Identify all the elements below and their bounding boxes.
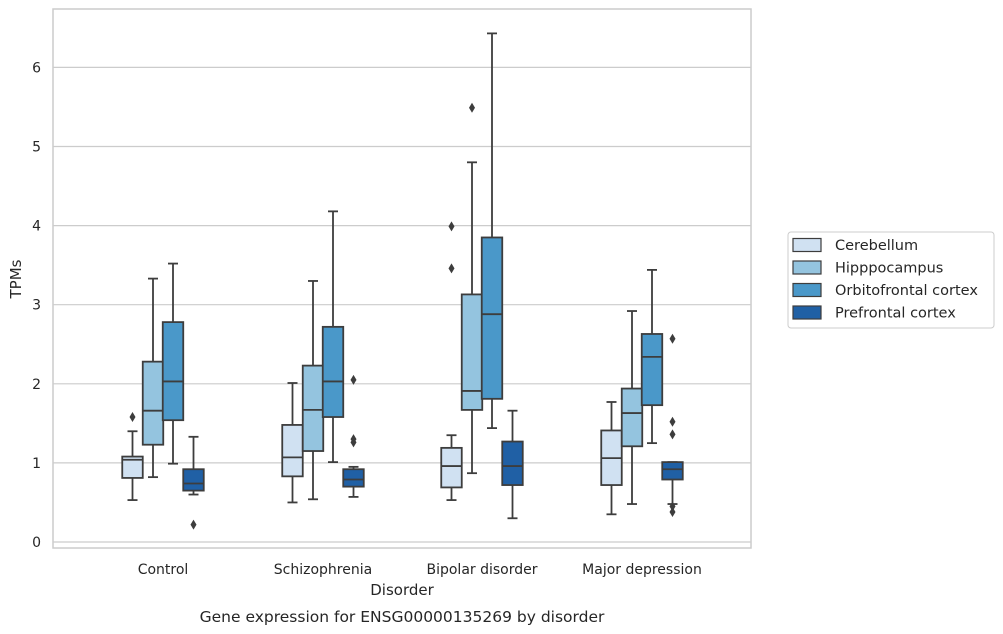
outlier-point (669, 416, 676, 427)
y-tick-label: 3 (32, 298, 41, 314)
box-iqr (182, 468, 205, 492)
legend-label: Prefrontal cortex (835, 306, 956, 322)
legend-swatch (792, 282, 822, 298)
box-iqr (281, 424, 304, 478)
legend-swatch (792, 305, 822, 320)
box-iqr (141, 360, 165, 446)
box-iqr (501, 440, 524, 486)
outlier-point (190, 519, 197, 530)
x-tick-label: Bipolar disorder (426, 562, 537, 578)
y-tick-label: 4 (32, 219, 41, 235)
legend-label: Cerebellum (835, 238, 918, 254)
box-iqr (440, 446, 463, 489)
x-tick-label: Schizophrenia (274, 562, 372, 578)
box-plot (182, 435, 205, 530)
legend-item: Prefrontal cortex (792, 305, 956, 322)
y-tick-label: 6 (32, 60, 41, 76)
legend-frame (787, 231, 995, 329)
box-series-layer (121, 32, 684, 530)
box-plot (141, 277, 165, 479)
box-iqr (661, 461, 684, 481)
box-iqr (620, 387, 644, 448)
legend-swatch (792, 237, 822, 253)
x-tick-label: Major depression (582, 562, 702, 578)
box-plot (600, 401, 623, 516)
outlier-point (448, 221, 455, 232)
box-series (182, 333, 684, 530)
outlier-point (669, 506, 676, 517)
x-axis-label: Disorder (370, 581, 434, 599)
legend-item: Orbitofrontal cortex (792, 282, 978, 299)
y-gridlines (53, 66, 751, 543)
box-plot (661, 333, 684, 517)
legend-item: Cerebellum (792, 237, 918, 254)
outlier-point (469, 102, 475, 113)
legend-label: Orbitofrontal cortex (835, 283, 978, 299)
box-plot (460, 102, 484, 475)
box-plot (301, 280, 325, 501)
legend: Cerebellum Hipppocampus Orbitofrontal cort… (787, 231, 995, 329)
box-plot (342, 374, 365, 498)
legend-item: Hipppocampus (792, 260, 943, 277)
box-iqr (121, 455, 144, 479)
box-iqr (321, 325, 345, 418)
y-tick-labels: 0 1 2 3 4 5 6 (32, 60, 41, 551)
y-tick-label: 1 (32, 456, 41, 472)
outlier-point (669, 501, 676, 512)
box-plot (440, 221, 463, 501)
plot-frame (52, 8, 752, 549)
box-plot (501, 409, 524, 520)
legend-swatch (792, 260, 822, 275)
legend-label: Hipppocampus (835, 261, 943, 277)
box-iqr (640, 333, 664, 407)
y-tick-label: 0 (32, 535, 41, 551)
box-series (141, 102, 644, 505)
outlier-point (448, 263, 455, 274)
outlier-point (669, 333, 676, 344)
outlier-point (350, 374, 357, 385)
box-plot (281, 382, 304, 504)
box-plot (620, 310, 644, 505)
box-plot (161, 262, 185, 465)
outlier-point (129, 412, 136, 423)
x-tick-label: Control (138, 562, 189, 578)
outlier-point (350, 434, 357, 445)
box-iqr (301, 364, 325, 452)
y-axis-label: TPMs (7, 259, 25, 299)
box-plot (480, 32, 504, 429)
box-plot (121, 412, 144, 501)
x-tick-labels: Control Schizophrenia Bipolar disorder Majo… (138, 562, 702, 578)
y-tick-label: 5 (32, 140, 41, 156)
outlier-point (669, 429, 676, 440)
box-iqr (342, 468, 365, 488)
box-plot (640, 268, 664, 445)
chart-caption: Gene expression for ENSG00000135269 by d… (200, 608, 605, 626)
box-series (161, 32, 664, 465)
box-iqr (161, 321, 185, 422)
box-plot (321, 210, 345, 464)
box-iqr (460, 293, 484, 411)
y-tick-label: 2 (32, 377, 41, 393)
box-iqr (480, 236, 504, 400)
